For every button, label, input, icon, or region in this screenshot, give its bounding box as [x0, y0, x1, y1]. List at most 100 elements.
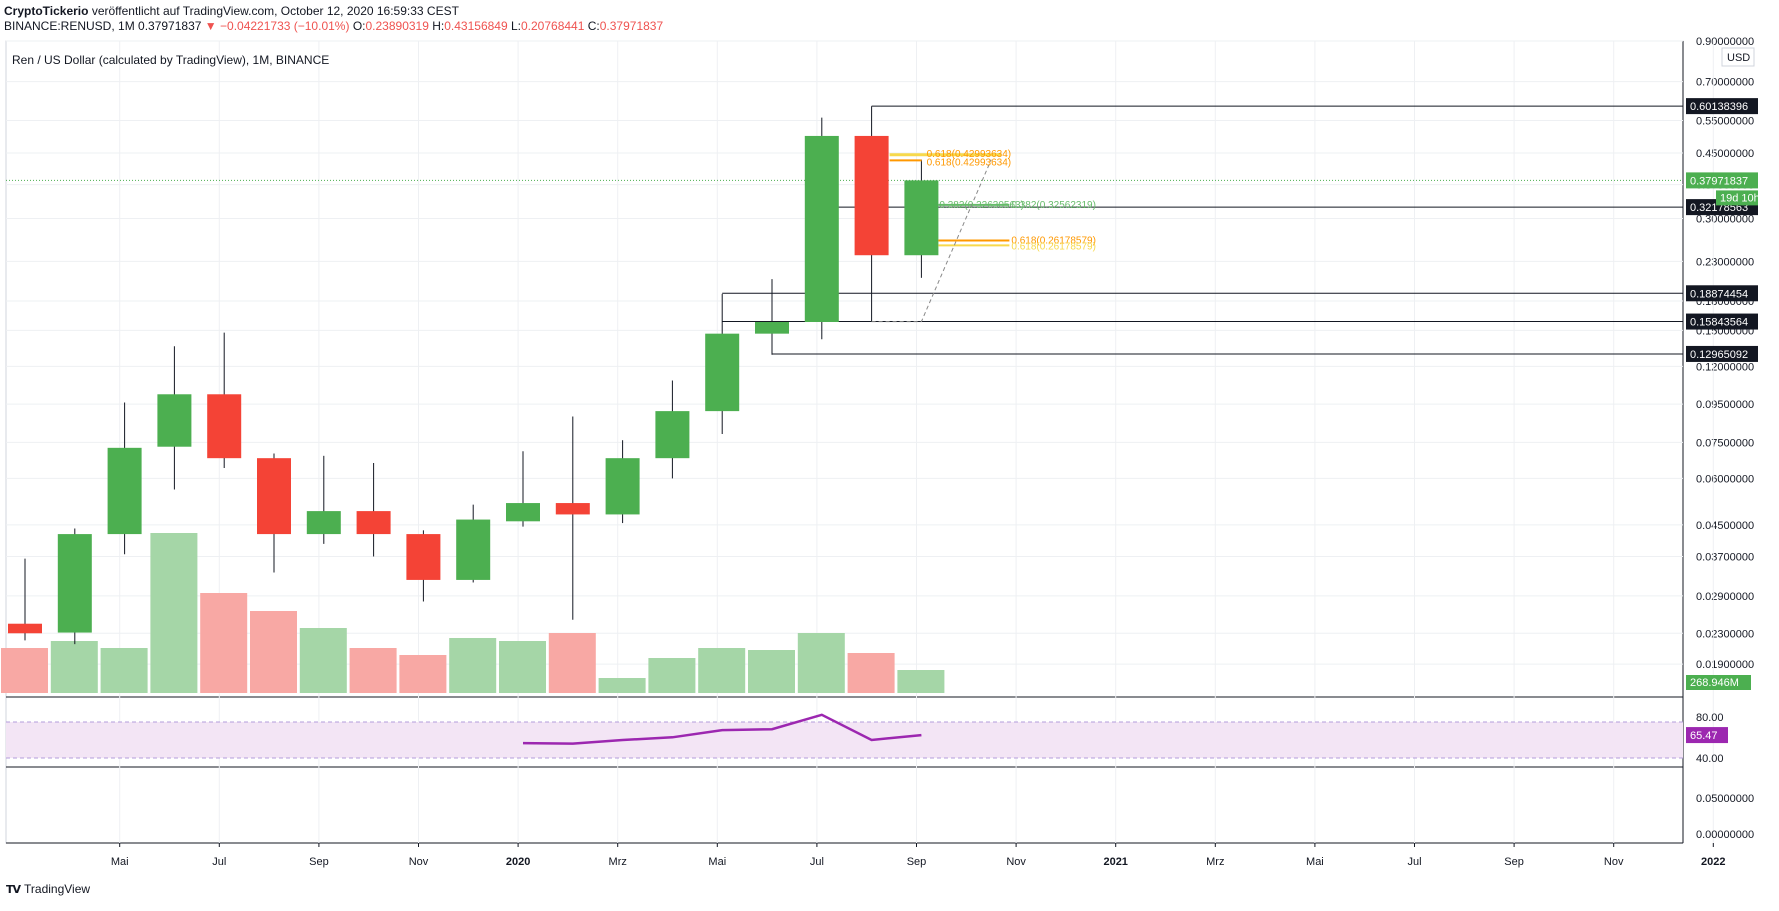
x-tick-label: Mrz: [1206, 856, 1224, 868]
y-tick-label: 0.12000000: [1696, 361, 1754, 373]
last-price-box[interactable]: [1686, 172, 1758, 189]
candle-body[interactable]: [904, 180, 939, 256]
y-tick-label: 0.02900000: [1696, 591, 1754, 603]
candle-body[interactable]: [8, 623, 42, 634]
y-tick-label: 0.09500000: [1696, 399, 1754, 411]
lower-pane-tick-label: 0.05000000: [1696, 793, 1754, 805]
fib-trend-path[interactable]: [871, 159, 992, 323]
candle-body[interactable]: [57, 534, 92, 633]
candle-body[interactable]: [406, 534, 441, 580]
volume-bar: [797, 633, 845, 693]
currency-box[interactable]: [1721, 47, 1755, 67]
volume-bar: [349, 648, 397, 693]
volume-bar: [50, 641, 98, 693]
candle-body[interactable]: [456, 519, 491, 580]
volume-bar: [150, 533, 198, 693]
y-tick-label: 0.04500000: [1696, 520, 1754, 532]
volume-last-text: 268.946M: [1690, 677, 1739, 689]
x-tick-label: Sep: [309, 856, 329, 868]
x-tick-label: Jul: [810, 856, 824, 868]
rsi-upper-label: 80.00: [1696, 712, 1724, 724]
rsi-band: [6, 722, 1683, 758]
candle-body[interactable]: [356, 511, 391, 535]
fib-label: 0.618(0.26178579): [1011, 235, 1096, 246]
ohlc-low-label: L:: [510, 19, 521, 33]
x-tick-label: Nov: [1604, 856, 1624, 868]
y-tick-label: 0.55000000: [1696, 116, 1754, 128]
lower-pane-tick-label: 0.00000000: [1696, 829, 1754, 841]
rsi-lower-label: 40.00: [1696, 753, 1724, 765]
x-tick-label: 2021: [1103, 856, 1127, 868]
x-tick-label: Nov: [1006, 856, 1026, 868]
currency-label: USD: [1727, 52, 1750, 64]
price-label-box[interactable]: [1686, 345, 1758, 362]
countdown-text: 19d 10h: [1720, 192, 1760, 204]
x-tick-label: 2022: [1701, 856, 1725, 868]
ohlc-close-label: C:: [587, 19, 600, 33]
candle-body[interactable]: [506, 503, 540, 522]
volume-bar: [748, 650, 795, 693]
volume-bar: [1, 648, 48, 693]
candle-body[interactable]: [705, 333, 740, 412]
x-tick-label: Jul: [1407, 856, 1421, 868]
y-tick-label: 0.90000000: [1696, 36, 1754, 48]
ohlc-high-label: H:: [432, 19, 445, 33]
fib-label: 0.382(0.32562319): [1011, 200, 1096, 211]
volume-bar: [648, 658, 696, 693]
published-info: veröffentlicht auf TradingView.com, Octo…: [91, 4, 459, 18]
x-tick-label: Mai: [111, 856, 129, 868]
candle-body[interactable]: [555, 503, 590, 515]
candle-body[interactable]: [655, 411, 690, 459]
candle-body[interactable]: [854, 135, 889, 256]
author-name[interactable]: CryptoTickerio: [4, 4, 89, 18]
fib-label: 0.382(0.32630563): [939, 200, 1024, 211]
volume-bar: [299, 628, 347, 693]
x-tick-label: Sep: [1504, 856, 1524, 868]
y-tick-label: 0.03700000: [1696, 551, 1754, 563]
rsi-last-box: [1686, 727, 1728, 744]
rsi-line: [522, 713, 922, 745]
candle-body[interactable]: [605, 458, 640, 515]
candle-body[interactable]: [257, 458, 291, 535]
ohlc-open: 0.23890319: [365, 19, 429, 33]
volume-last-box: [1686, 675, 1751, 690]
volume-bar: [200, 593, 248, 693]
fib-label: 0.618(0.42993634): [927, 149, 1012, 160]
volume-bar: [100, 648, 148, 693]
candle-body[interactable]: [755, 322, 789, 334]
price-change: −0.04221733 (−10.01%): [220, 19, 350, 33]
price-label-box[interactable]: [1686, 313, 1758, 330]
tradingview-brand[interactable]: 𝗧𝗩 TradingView: [6, 882, 90, 896]
price-label-box[interactable]: [1686, 98, 1758, 115]
volume-bar: [250, 611, 297, 693]
last-price-text: 0.37971837: [1690, 175, 1748, 187]
candle-body[interactable]: [157, 394, 192, 447]
candle-body[interactable]: [804, 135, 839, 323]
brand-text: TradingView: [24, 882, 91, 896]
price-label-text: 0.18874454: [1690, 288, 1748, 300]
rsi-last-text: 65.47: [1690, 730, 1718, 742]
candle-body[interactable]: [306, 511, 341, 535]
volume-bar: [499, 641, 546, 693]
countdown-box: [1716, 190, 1758, 206]
price-label-text: 0.12965092: [1690, 349, 1748, 361]
price-label-text: 0.15843564: [1690, 317, 1748, 329]
x-tick-label: 2020: [506, 856, 530, 868]
tradingview-logo-icon: 𝗧𝗩: [6, 883, 21, 896]
ohlc-high: 0.43156849: [444, 19, 508, 33]
price-label-box[interactable]: [1686, 285, 1758, 302]
volume-bar: [847, 653, 895, 693]
candle-body[interactable]: [107, 447, 142, 535]
x-tick-label: Mrz: [609, 856, 627, 868]
symbol-label: BINANCE:RENUSD, 1M: [4, 19, 135, 33]
last-price: 0.37971837: [138, 19, 202, 33]
price-label-text: 0.60138396: [1690, 101, 1748, 113]
fib-label: 0.618(0.42993634): [927, 157, 1012, 168]
y-tick-label: 0.07500000: [1696, 437, 1754, 449]
ohlc-close: 0.37971837: [599, 19, 664, 33]
down-arrow-icon: ▼: [204, 19, 217, 33]
chart-title: Ren / US Dollar (calculated by TradingVi…: [12, 53, 329, 67]
x-tick-label: Jul: [212, 856, 226, 868]
candle-body[interactable]: [207, 394, 242, 459]
